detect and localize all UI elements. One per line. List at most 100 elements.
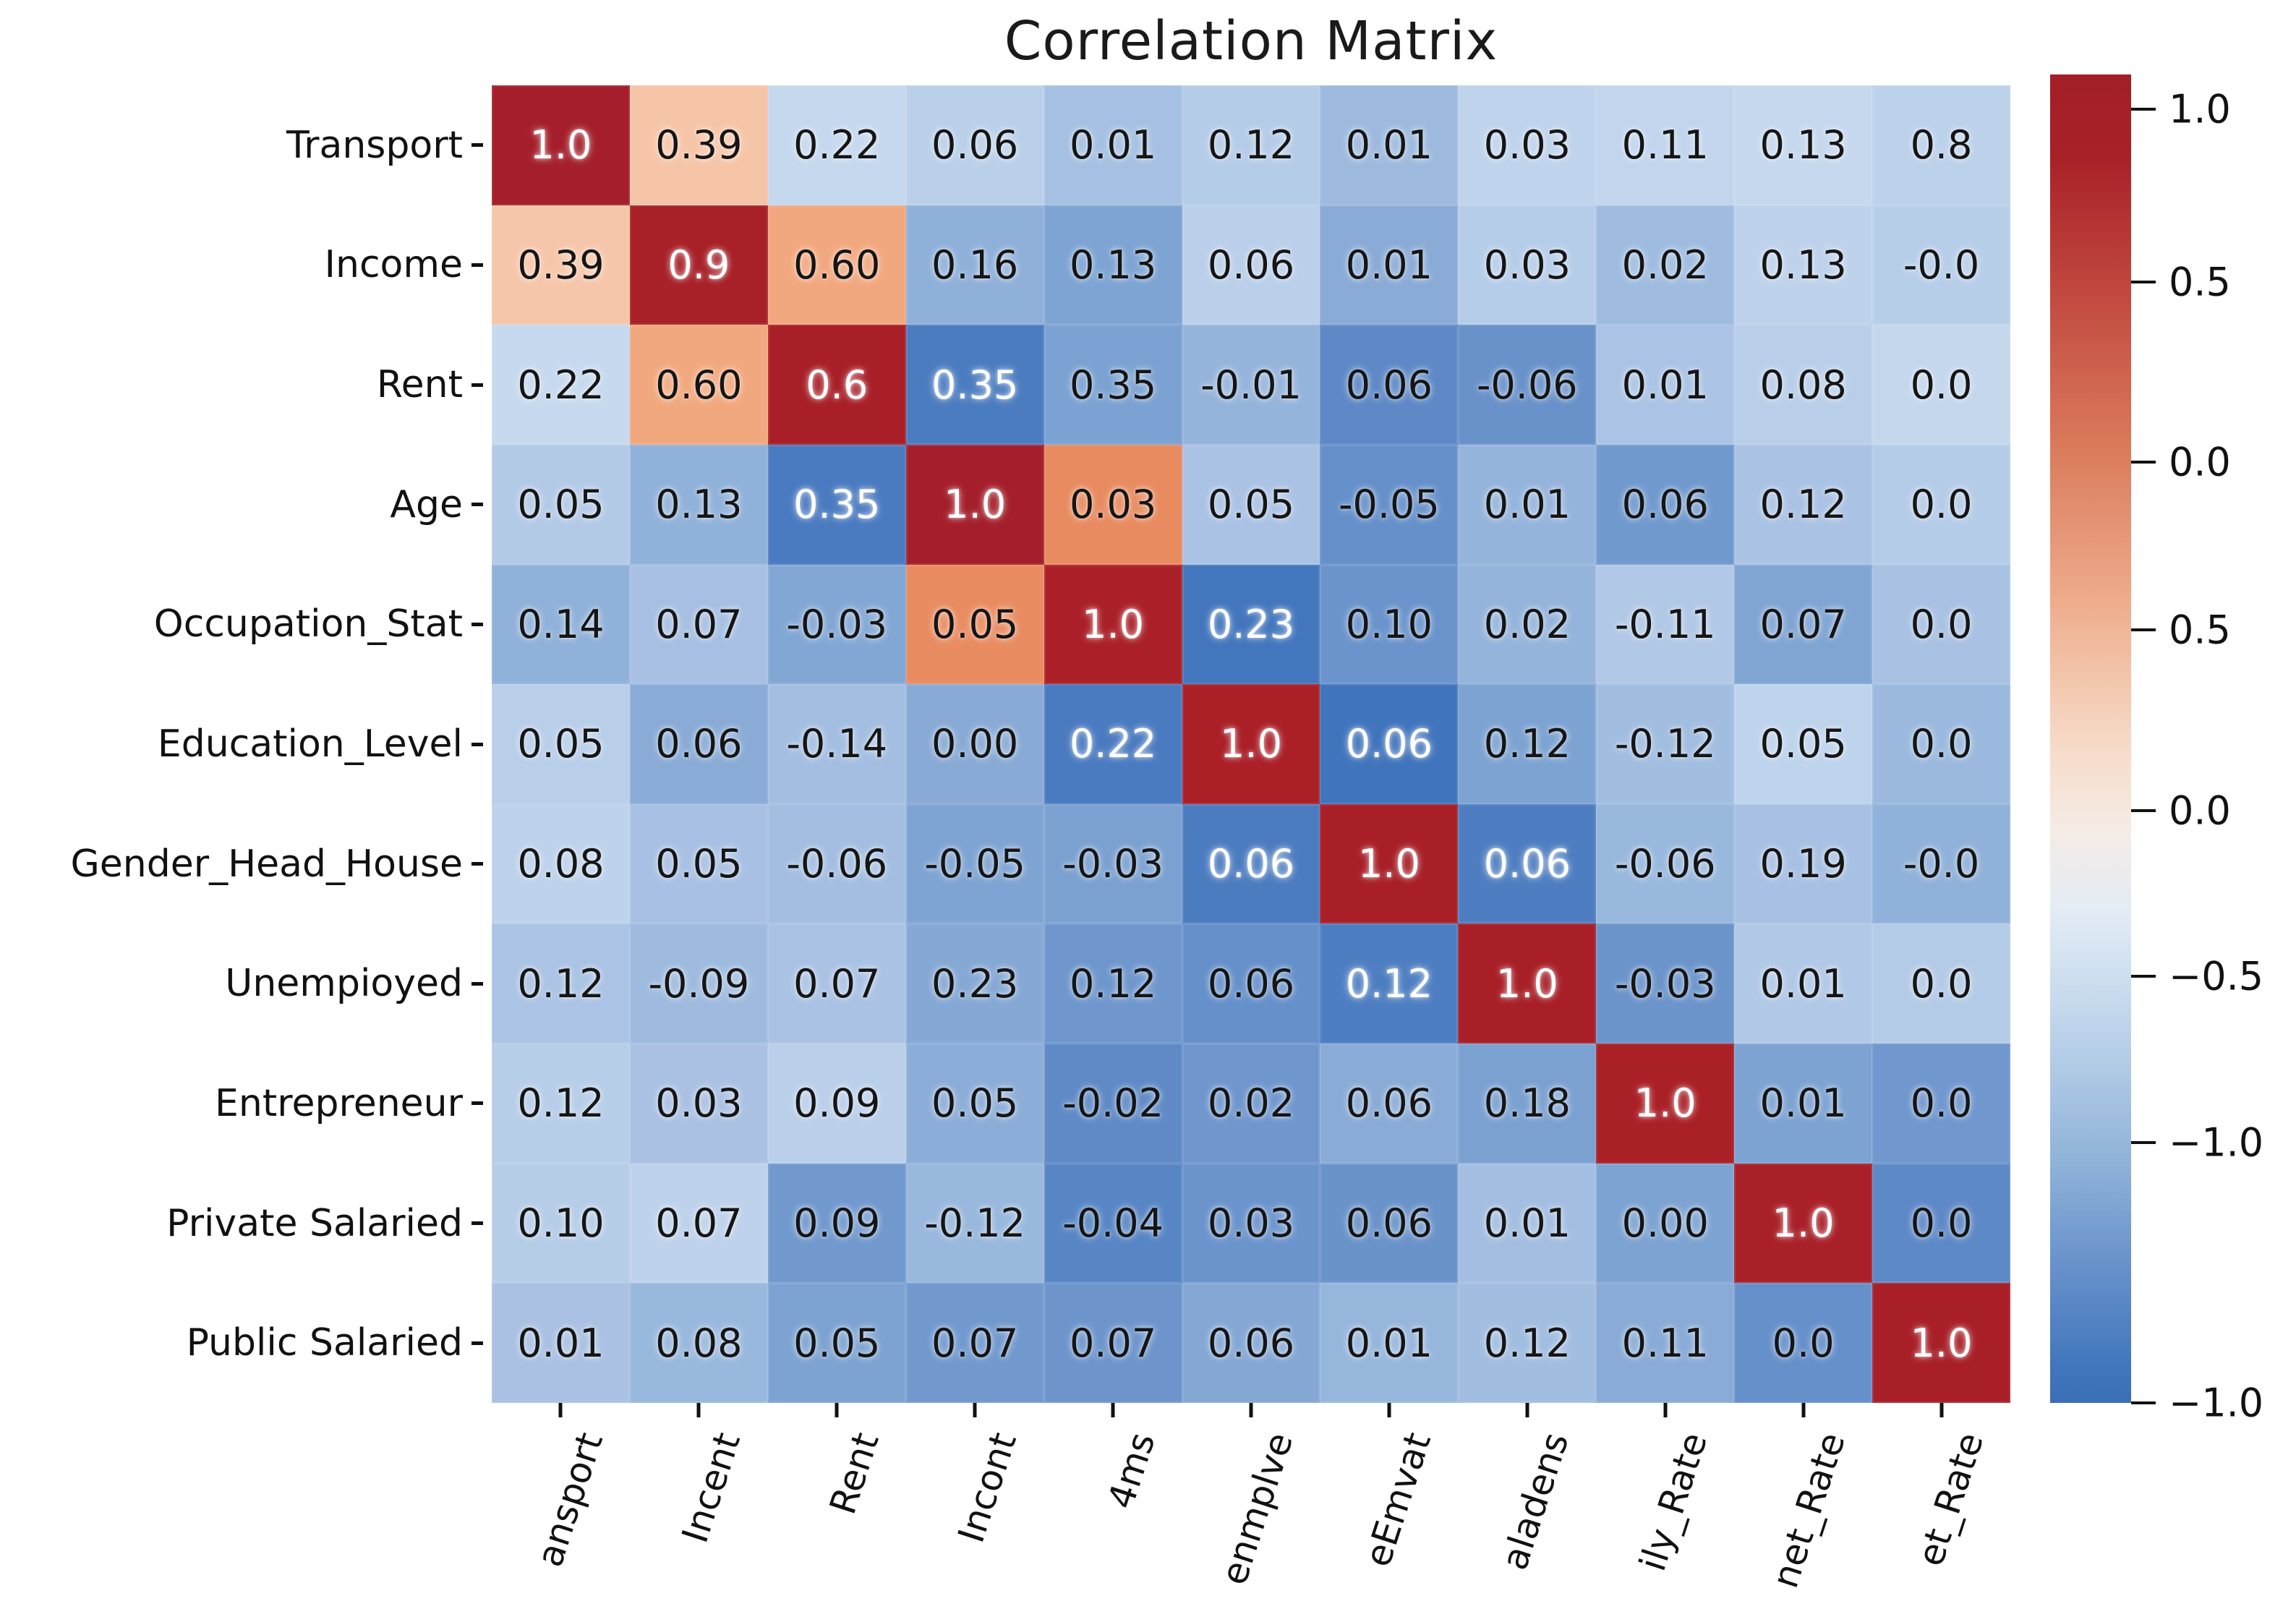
heatmap-cell: -0.03 (767, 564, 906, 685)
colorbar-tick-label: 0.5 (2169, 259, 2231, 305)
heatmap-cell: 0.08 (492, 803, 630, 924)
x-axis-labels: ansport Incent Rent Incont 4ms enmplve eEmvat a… (492, 1403, 2010, 1609)
colorbar-tick-mark (2131, 280, 2156, 283)
heatmap-cell: 0.13 (629, 444, 768, 565)
colorbar-tick-label: −1.0 (2169, 1380, 2264, 1426)
heatmap-cell: 0.13 (1734, 85, 1873, 205)
y-axis-label: Entrepreneur (0, 1043, 483, 1164)
x-tick-mark (558, 1403, 563, 1417)
colorbar-tick-mark (2131, 1140, 2156, 1144)
y-tick-mark (471, 263, 483, 267)
x-tick-mark (696, 1403, 701, 1417)
heatmap-cell: 0.11 (1596, 1283, 1735, 1403)
heatmap-cell: 1.0 (905, 444, 1044, 565)
colorbar-tick-label: −0.5 (2169, 953, 2264, 999)
colorbar-tick-label: −1.0 (2169, 1119, 2264, 1166)
heatmap-cell: -0.0 (1872, 803, 2010, 924)
heatmap-cell: 0.02 (1458, 564, 1597, 685)
y-tick-mark (471, 742, 483, 746)
heatmap-cell: 0.06 (1320, 684, 1459, 804)
heatmap-cell: 0.22 (492, 325, 630, 445)
heatmap-cell: 0.11 (1596, 85, 1735, 205)
heatmap-cell: 0.18 (1458, 1043, 1597, 1164)
colorbar-tick-mark (2131, 107, 2156, 111)
y-tick-mark (471, 503, 483, 507)
heatmap-cell: 0.01 (1044, 85, 1182, 205)
heatmap-cell: 0.03 (1458, 205, 1597, 325)
heatmap-cell: 0.03 (1182, 1163, 1320, 1284)
y-axis-label: Education_Level (0, 684, 483, 804)
y-axis-label: Gender_Head_House (0, 804, 483, 924)
heatmap-cell: 0.0 (1872, 325, 2010, 445)
heatmap-cell: -0.03 (1596, 923, 1735, 1044)
y-axis-label: Public Salaried (0, 1283, 483, 1403)
heatmap-cell: 0.23 (1182, 564, 1320, 685)
y-tick-mark (471, 622, 483, 626)
heatmap-cell: 0.09 (767, 1043, 906, 1164)
heatmap-cell: 0.01 (1320, 85, 1459, 205)
heatmap-cell: 1.0 (1458, 923, 1597, 1044)
colorbar-tick-label: 0.0 (2169, 439, 2231, 485)
heatmap-cell: 0.06 (629, 684, 768, 804)
y-tick-mark (471, 383, 483, 387)
heatmap-cell: 0.19 (1734, 803, 1873, 924)
x-tick-mark (835, 1403, 839, 1417)
heatmap-cell: 0.06 (1182, 205, 1320, 325)
heatmap-cell: -0.0 (1872, 205, 2010, 325)
heatmap-cell: 0.06 (1182, 803, 1320, 924)
heatmap-cell: 0.12 (1458, 684, 1597, 804)
heatmap-cell: 0.12 (1044, 923, 1182, 1044)
heatmap-cell: 1.0 (1734, 1163, 1873, 1284)
x-tick-mark (973, 1403, 977, 1417)
y-tick-mark (471, 981, 483, 986)
y-axis-label: Occupation_Stat (0, 565, 483, 685)
colorbar-tick-mark (2131, 628, 2156, 631)
heatmap-cell: 0.0 (1734, 1283, 1873, 1403)
heatmap-cell: 0.23 (905, 923, 1044, 1044)
heatmap-cell: 0.06 (1320, 1043, 1459, 1164)
heatmap-cell: 0.12 (1182, 85, 1320, 205)
y-tick-mark (471, 1341, 483, 1345)
heatmap-cell: 0.01 (1734, 923, 1873, 1044)
heatmap-cell: -0.03 (1044, 803, 1182, 924)
heatmap-cell: 0.0 (1872, 444, 2010, 565)
heatmap-cell: 0.06 (1458, 803, 1597, 924)
heatmap-cell: 0.07 (767, 923, 906, 1044)
heatmap-cell: 0.02 (1596, 205, 1735, 325)
heatmap-cell: 0.06 (1320, 325, 1459, 445)
heatmap-cell: 0.0 (1872, 923, 2010, 1044)
heatmap-cell: 1.0 (1872, 1283, 2010, 1403)
heatmap-cell: 0.6 (767, 325, 906, 445)
heatmap-cell: 0.05 (905, 564, 1044, 685)
heatmap-cell: 0.05 (767, 1283, 906, 1403)
heatmap-cell: 0.06 (1320, 1163, 1459, 1284)
heatmap-cell: 0.01 (1458, 444, 1597, 565)
heatmap-cell: 0.05 (1734, 684, 1873, 804)
heatmap-cell: 0.12 (1734, 444, 1873, 565)
chart-title: Correlation Matrix (1004, 10, 1498, 72)
x-tick-mark (1111, 1403, 1115, 1417)
heatmap-cell: 0.12 (492, 923, 630, 1044)
heatmap-cell: 0.35 (1044, 325, 1182, 445)
heatmap-cell: 0.22 (1044, 684, 1182, 804)
colorbar-tick-mark (2131, 808, 2156, 812)
colorbar-tick-label: 0.0 (2169, 788, 2231, 834)
heatmap-cell: 0.8 (1872, 85, 2010, 205)
heatmap-cell: 0.06 (905, 85, 1044, 205)
heatmap-cell: 0.07 (905, 1283, 1044, 1403)
heatmap-cell: -0.06 (767, 803, 906, 924)
heatmap-cell: -0.02 (1044, 1043, 1182, 1164)
heatmap-cell: 0.60 (767, 205, 906, 325)
heatmap-cell: -0.06 (1458, 325, 1597, 445)
x-tick-mark (1387, 1403, 1391, 1417)
heatmap-cell: 0.01 (1734, 1043, 1873, 1164)
heatmap-cell: 0.39 (629, 85, 768, 205)
heatmap-cell: 0.35 (905, 325, 1044, 445)
heatmap-cell: 0.13 (1044, 205, 1182, 325)
heatmap-cell: 0.10 (492, 1163, 630, 1284)
heatmap-cell: 0.02 (1182, 1043, 1320, 1164)
heatmap-cell: 0.03 (1044, 444, 1182, 565)
heatmap-cell: 0.9 (629, 205, 768, 325)
heatmap-cell: 0.00 (1596, 1163, 1735, 1284)
heatmap-cell: 0.07 (629, 1163, 768, 1284)
